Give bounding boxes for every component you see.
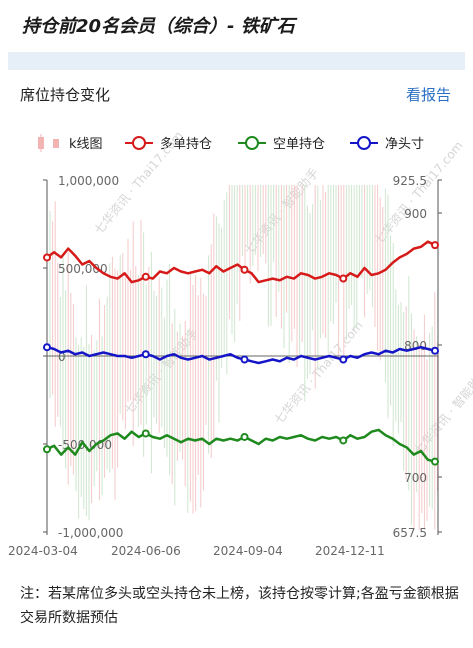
long-series-marker xyxy=(141,272,150,281)
right-axis-ticks: 925.5 900 800 700 657.5 xyxy=(393,174,442,540)
short-series-marker xyxy=(339,436,348,445)
report-link[interactable]: 看报告 xyxy=(405,86,451,104)
long-series-marker xyxy=(43,253,51,262)
net-series-marker xyxy=(43,343,51,352)
long-legend-icon xyxy=(132,136,146,150)
y-left-tick-0: 0 xyxy=(58,350,66,364)
chart-legend: k线图 多单持仓 空单持仓 净头寸 xyxy=(38,134,424,152)
legend-label-long: 多单持仓 xyxy=(160,136,212,152)
legend-long[interactable]: 多单持仓 xyxy=(125,136,212,152)
footnote: 注：若某席位多头或空头持仓未上榜，该持仓按零计算;各盈亏金额根据交易所数据预估 xyxy=(20,586,459,626)
short-series-marker xyxy=(141,429,150,438)
header-band xyxy=(8,52,465,70)
svg-text:七华资讯 · 智能助手: 七华资讯 · 智能助手 xyxy=(411,365,473,457)
page-title: 持仓前20名会员（综合）- 铁矿石 xyxy=(22,16,295,37)
net-series-marker xyxy=(240,355,249,364)
legend-label-kline: k线图 xyxy=(69,137,103,152)
x-axis-ticks: 2024-03-04 2024-06-06 2024-09-04 2024-12… xyxy=(8,544,385,558)
legend-label-short: 空单持仓 xyxy=(273,137,325,152)
long-series-marker xyxy=(240,265,249,274)
kline-layer xyxy=(49,185,438,530)
x-tick-2024-06-06: 2024-06-06 xyxy=(111,544,181,558)
y-right-tick-925: 925.5 xyxy=(393,174,427,188)
net-series-marker xyxy=(141,350,150,359)
y-left-tick-1000000: 1,000,000 xyxy=(58,174,119,188)
legend-net[interactable]: 净头寸 xyxy=(350,136,424,152)
y-right-tick-700: 700 xyxy=(404,471,427,485)
short-series-marker xyxy=(43,445,51,454)
x-tick-2024-12-11: 2024-12-11 xyxy=(315,544,385,558)
net-series-marker xyxy=(339,355,348,364)
y-right-tick-900: 900 xyxy=(404,207,427,221)
legend-kline[interactable]: k线图 xyxy=(38,134,103,152)
long-series-marker xyxy=(431,241,439,250)
short-series-marker xyxy=(431,457,439,466)
y-left-tick-neg1000000: -1,000,000 xyxy=(58,526,123,540)
long-series-line xyxy=(46,240,436,284)
svg-text:七华资讯 · Thai17.com: 七华资讯 · Thai17.com xyxy=(272,319,366,427)
x-tick-2024-03-04: 2024-03-04 xyxy=(8,544,78,558)
position-chart: k线图 多单持仓 空单持仓 净头寸 七华资讯 · Thai17.com 七华资讯… xyxy=(8,129,473,558)
short-legend-icon xyxy=(245,136,259,150)
series-layer xyxy=(43,240,439,466)
legend-label-net: 净头寸 xyxy=(385,137,424,152)
legend-short[interactable]: 空单持仓 xyxy=(238,136,325,152)
x-tick-2024-09-04: 2024-09-04 xyxy=(213,544,283,558)
short-series-marker xyxy=(240,432,249,441)
net-legend-icon xyxy=(357,136,371,150)
y-right-tick-657: 657.5 xyxy=(393,526,427,540)
long-series-marker xyxy=(339,274,348,283)
net-series-marker xyxy=(431,346,439,355)
section-title: 席位持仓变化 xyxy=(20,86,111,104)
